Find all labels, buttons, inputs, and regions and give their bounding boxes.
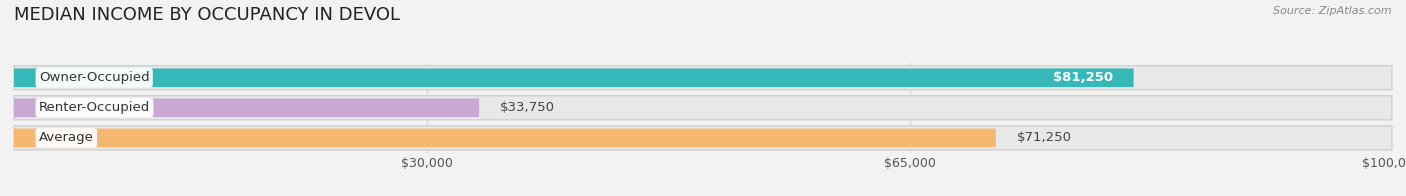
Text: Renter-Occupied: Renter-Occupied: [39, 101, 150, 114]
FancyBboxPatch shape: [14, 126, 1392, 150]
Text: $71,250: $71,250: [1017, 131, 1071, 144]
FancyBboxPatch shape: [14, 66, 1392, 90]
Text: $81,250: $81,250: [1053, 71, 1114, 84]
Text: Average: Average: [39, 131, 94, 144]
Text: MEDIAN INCOME BY OCCUPANCY IN DEVOL: MEDIAN INCOME BY OCCUPANCY IN DEVOL: [14, 6, 401, 24]
FancyBboxPatch shape: [14, 129, 995, 147]
Text: $33,750: $33,750: [499, 101, 555, 114]
FancyBboxPatch shape: [14, 98, 479, 117]
Text: Source: ZipAtlas.com: Source: ZipAtlas.com: [1274, 6, 1392, 16]
FancyBboxPatch shape: [14, 96, 1392, 120]
FancyBboxPatch shape: [14, 68, 1133, 87]
Text: Owner-Occupied: Owner-Occupied: [39, 71, 149, 84]
